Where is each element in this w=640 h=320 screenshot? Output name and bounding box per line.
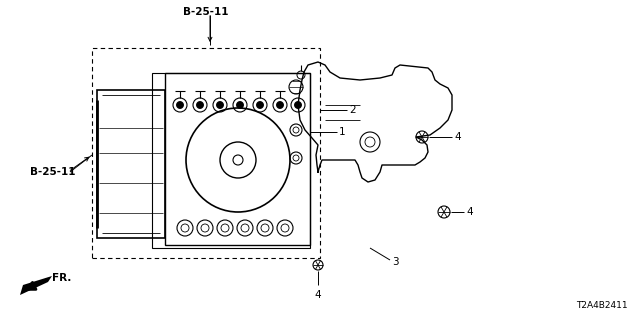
Text: 2: 2 xyxy=(349,105,356,115)
Circle shape xyxy=(276,101,284,108)
Text: 1: 1 xyxy=(339,127,346,137)
Circle shape xyxy=(220,142,256,178)
Circle shape xyxy=(177,101,184,108)
Text: B-25-11: B-25-11 xyxy=(30,167,76,177)
Text: B-25-11: B-25-11 xyxy=(183,7,228,17)
Circle shape xyxy=(294,101,301,108)
Circle shape xyxy=(196,101,204,108)
Bar xyxy=(152,73,310,248)
Bar xyxy=(97,90,165,238)
Bar xyxy=(92,48,320,258)
Text: 4: 4 xyxy=(466,207,472,217)
Text: T2A4B2411: T2A4B2411 xyxy=(577,301,628,310)
Text: 4: 4 xyxy=(454,132,461,142)
Text: FR.: FR. xyxy=(52,273,72,283)
Polygon shape xyxy=(20,276,52,295)
Text: 3: 3 xyxy=(392,257,399,267)
Circle shape xyxy=(237,101,243,108)
Circle shape xyxy=(257,101,264,108)
Text: 4: 4 xyxy=(315,290,321,300)
Bar xyxy=(165,73,310,245)
Circle shape xyxy=(216,101,223,108)
